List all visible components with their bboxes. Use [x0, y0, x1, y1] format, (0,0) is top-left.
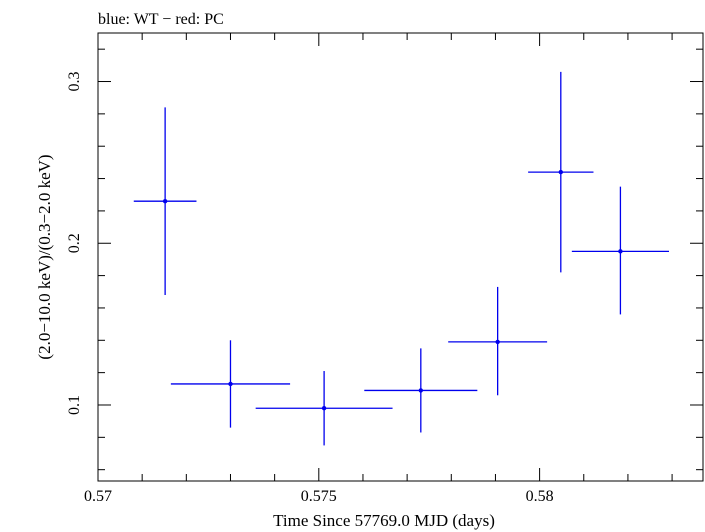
- x-tick-label: 0.575: [301, 488, 337, 505]
- data-marker: [418, 388, 424, 393]
- data-point: [133, 107, 197, 296]
- data-point: [255, 371, 393, 446]
- chart-title: blue: WT − red: PC: [98, 11, 224, 28]
- x-tick-label: 0.57: [84, 488, 112, 505]
- x-axis-label: Time Since 57769.0 MJD (days): [273, 511, 495, 530]
- y-axis-label: (2.0−10.0 keV)/(0.3−2.0 keV): [35, 154, 54, 359]
- data-marker: [558, 169, 564, 175]
- data-points: [133, 71, 669, 446]
- plot-frame: [97, 32, 704, 482]
- x-tick-label: 0.58: [526, 488, 554, 505]
- axis-ticks: [97, 33, 703, 481]
- data-point: [528, 71, 594, 273]
- data-marker: [228, 381, 233, 387]
- data-marker: [321, 406, 327, 411]
- data-point: [364, 348, 478, 433]
- data-point: [571, 186, 669, 315]
- data-point: [448, 286, 548, 396]
- data-point: [170, 340, 291, 428]
- y-tick-label: 0.1: [66, 395, 83, 415]
- axis-tick-labels: 0.57 0.575 0.58 0.1 0.2 0.3: [66, 72, 554, 505]
- y-tick-label: 0.3: [66, 72, 83, 92]
- y-tick-label: 0.2: [66, 233, 83, 253]
- data-marker: [495, 339, 500, 345]
- data-marker: [162, 199, 168, 204]
- data-marker: [618, 249, 623, 254]
